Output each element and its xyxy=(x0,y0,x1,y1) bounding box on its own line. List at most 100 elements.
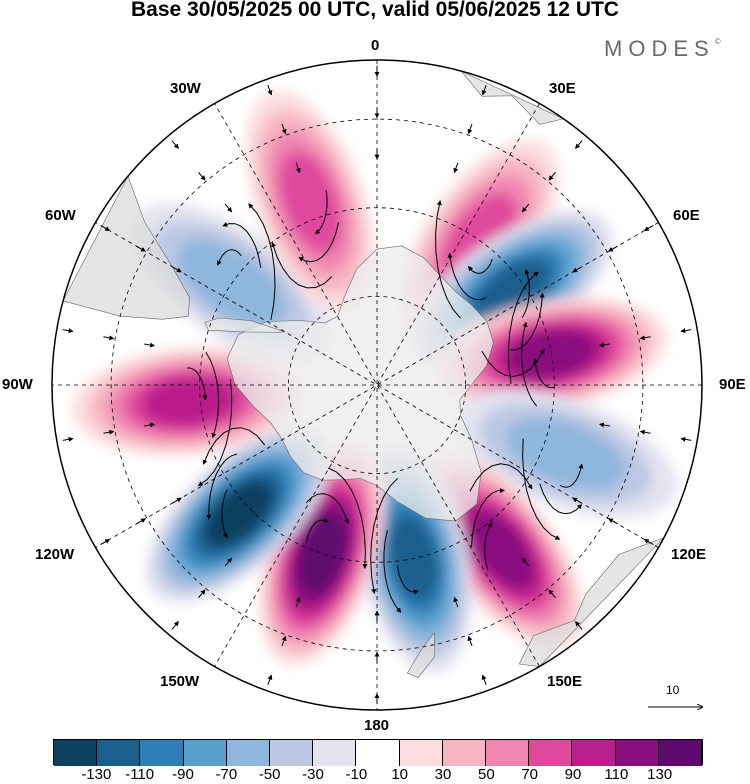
wind-vector xyxy=(198,589,206,599)
wind-vector xyxy=(453,162,459,174)
lon-label-180: 180 xyxy=(364,717,390,734)
colorbar-tick-label: -50 xyxy=(258,766,281,783)
wind-vector xyxy=(62,328,74,334)
wind-vector xyxy=(521,557,530,567)
colorbar-tick-label: 10 xyxy=(391,766,408,783)
brand-mark: © xyxy=(714,36,721,46)
streamline xyxy=(481,348,545,378)
reference-vector-arrow xyxy=(648,683,708,723)
streamline xyxy=(305,517,329,544)
wind-vector xyxy=(598,422,610,428)
colorbar-swatch xyxy=(54,740,98,766)
wind-vector xyxy=(481,674,487,686)
streamline xyxy=(447,252,487,301)
colorbar-tick-label: 90 xyxy=(564,766,582,783)
wind-vector xyxy=(144,342,156,348)
anomaly-contour xyxy=(297,514,347,594)
wind-vector xyxy=(171,621,179,630)
wind-vector xyxy=(267,674,273,686)
wind-vector xyxy=(144,422,156,428)
streamline xyxy=(484,521,493,571)
map-title: Base 30/05/2025 00 UTC, valid 05/06/2025… xyxy=(131,0,619,21)
colorbar-tick-label: 30 xyxy=(434,766,452,783)
colorbar-swatch xyxy=(226,740,271,766)
lon-label-150e: 150E xyxy=(547,673,583,690)
streamline xyxy=(197,379,233,487)
anomaly-contour xyxy=(140,376,237,427)
streamline xyxy=(509,292,545,351)
anomaly-contour xyxy=(278,150,342,254)
streamline xyxy=(216,249,242,266)
wind-vector xyxy=(607,518,618,525)
reference-vector-label: 10 xyxy=(666,683,680,697)
anomaly-contour xyxy=(505,417,626,490)
brand-text: MODES xyxy=(604,36,715,61)
wind-vector xyxy=(136,518,147,525)
lon-label-30e: 30E xyxy=(549,80,576,97)
streamline xyxy=(522,438,561,540)
wind-vector xyxy=(680,436,692,442)
streamline xyxy=(221,489,228,539)
wind-vector xyxy=(575,621,583,630)
colorbar-tick-label: 70 xyxy=(521,766,538,783)
wind-vector xyxy=(281,635,287,647)
wind-vector xyxy=(572,266,582,273)
wind-vector xyxy=(548,171,556,181)
wind-vector xyxy=(281,123,287,135)
wind-vector xyxy=(639,335,651,341)
wind-vector xyxy=(575,140,583,149)
colorbar-tick-label: -10 xyxy=(345,766,368,783)
wind-vector xyxy=(267,84,273,96)
antarctic-peninsula xyxy=(204,317,285,333)
colorbar-tick-label: 130 xyxy=(647,766,673,783)
colorbar-swatch xyxy=(658,740,703,766)
streamline xyxy=(539,483,583,515)
map-boundary xyxy=(51,59,703,711)
streamline xyxy=(533,358,555,389)
lon-label-60w: 60W xyxy=(45,207,76,224)
colorbar-swatch xyxy=(572,740,616,766)
lon-label-30w: 30W xyxy=(170,80,201,97)
streamline xyxy=(205,352,220,439)
streamline xyxy=(471,488,505,548)
lon-label-90w: 90W xyxy=(2,376,33,393)
anomaly-contour xyxy=(469,512,534,588)
wind-vector xyxy=(607,245,618,252)
wind-vector xyxy=(172,497,182,504)
lon-label-120e: 120E xyxy=(671,546,707,563)
streamline xyxy=(469,463,533,492)
colorbar-swatch xyxy=(529,740,573,766)
streamline xyxy=(187,367,208,401)
streamline xyxy=(383,530,402,613)
streamline xyxy=(521,269,530,318)
new-zealand xyxy=(406,631,436,678)
wind-vector xyxy=(481,84,487,96)
streamline xyxy=(521,321,538,407)
wind-vector xyxy=(295,162,301,174)
wind-vector xyxy=(521,203,530,213)
wind-vector xyxy=(224,557,233,567)
wind-vector xyxy=(643,225,654,231)
wind-vector xyxy=(453,596,459,608)
anomaly-contour xyxy=(205,481,273,547)
lon-label-0: 0 xyxy=(371,37,380,54)
wind-vector xyxy=(100,539,111,545)
wind-vector xyxy=(467,123,473,135)
africa xyxy=(460,70,565,125)
colorbar-swatch xyxy=(97,740,141,766)
streamline xyxy=(206,453,238,520)
colorbar-tick-label: -70 xyxy=(215,766,238,783)
lon-label-150w: 150W xyxy=(160,673,200,690)
wind-vector xyxy=(198,171,206,181)
streamline xyxy=(396,565,419,595)
lon-label-60e: 60E xyxy=(673,207,700,224)
streamline xyxy=(248,203,276,320)
wind-vector xyxy=(295,596,301,608)
colorbar-swatch xyxy=(140,740,184,766)
streamline xyxy=(370,477,399,595)
wind-vector xyxy=(224,203,233,213)
colorbar-swatch xyxy=(313,740,357,766)
wind-vectors xyxy=(62,65,692,705)
streamline xyxy=(222,222,262,268)
